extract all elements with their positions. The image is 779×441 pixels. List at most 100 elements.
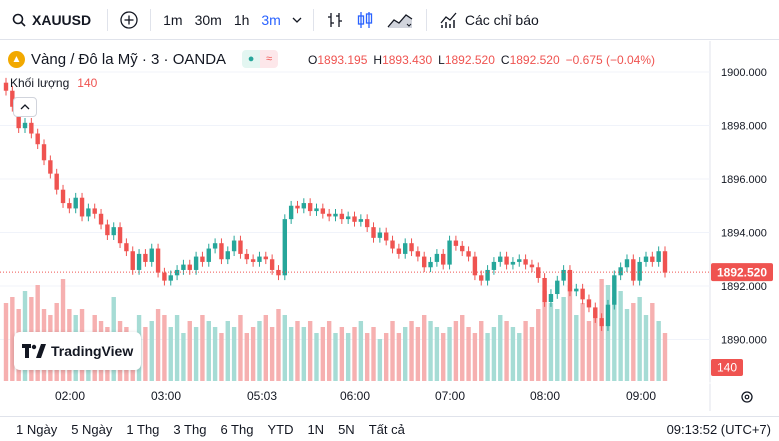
candle-body: [263, 256, 268, 260]
interval-1m-button[interactable]: 1m: [163, 11, 183, 28]
candle-body: [624, 259, 630, 268]
candle-body: [320, 208, 326, 214]
indicators-button[interactable]: Các chỉ báo: [433, 0, 545, 39]
volume-bar: [193, 327, 199, 381]
market-status-badge[interactable]: ● ≈: [242, 50, 279, 68]
tradingview-logo-icon: [22, 344, 46, 358]
candle-body: [612, 275, 617, 305]
area-chart-icon: [387, 13, 413, 28]
chevron-up-icon: [20, 104, 30, 110]
volume-bar: [460, 315, 465, 381]
candle-body: [168, 275, 173, 281]
candle-body: [117, 227, 123, 244]
volume-bar: [650, 303, 655, 381]
candle-body: [48, 160, 53, 174]
candle-body: [466, 251, 471, 257]
tradingview-logo-text: TradingView: [51, 343, 134, 359]
collapse-legend-button[interactable]: [13, 97, 37, 117]
candle-body: [92, 208, 97, 214]
candle-body: [593, 307, 598, 319]
candle-body: [339, 213, 345, 220]
time-tick-label: 07:00: [435, 389, 465, 403]
volume-bar: [656, 321, 661, 381]
tradingview-logo[interactable]: TradingView: [14, 332, 141, 370]
open-value: O1893.195: [308, 53, 368, 67]
volume-bar: [200, 315, 205, 381]
candle-body: [130, 251, 135, 270]
market-open-icon: ●: [242, 50, 261, 68]
range-ytd-button[interactable]: YTD: [267, 421, 294, 437]
volume-bar: [491, 327, 497, 381]
volume-bar: [60, 279, 66, 381]
last-price-line: 1892.520 140: [0, 263, 773, 376]
high-value: H1893.430: [373, 53, 433, 67]
interval-1h-button[interactable]: 1h: [233, 11, 250, 28]
time-tick-label: 08:00: [530, 389, 560, 403]
volume-bar: [548, 303, 554, 381]
time-tick-label: 05:03: [247, 389, 277, 403]
volume-bar: [238, 315, 243, 381]
candle-body: [364, 219, 370, 228]
bar-chart-button[interactable]: [320, 0, 350, 39]
toolbar-divider: [425, 8, 427, 31]
interval-30m-button[interactable]: 30m: [194, 11, 222, 28]
candle-body: [517, 259, 522, 262]
volume-bar: [383, 333, 389, 381]
candle-body: [288, 205, 294, 220]
time-axis: 02:00 03:00 05:03 06:00 07:00 08:00 09:00: [55, 389, 753, 403]
volume-bar: [536, 309, 541, 381]
candle-body: [447, 240, 452, 265]
candle-chart-icon: [357, 11, 372, 28]
range-1m-button[interactable]: 1 Thg: [126, 421, 160, 437]
volume-bar: [453, 321, 459, 381]
range-1d-button[interactable]: 1 Ngày: [16, 421, 58, 437]
candle-body: [193, 256, 199, 270]
candle-chart-button[interactable]: [350, 0, 380, 39]
volume-bar: [555, 309, 560, 381]
range-3m-button[interactable]: 3 Thg: [173, 421, 207, 437]
volume-tag: [711, 359, 743, 376]
candle-body: [542, 277, 547, 303]
volume-bar: [637, 297, 642, 381]
symbol-search[interactable]: XAUUSD: [0, 0, 101, 39]
volume-bar: [631, 303, 636, 381]
range-1y-button[interactable]: 1N: [307, 421, 325, 437]
candle-body: [599, 318, 604, 327]
candle-body: [498, 256, 503, 262]
interval-3m-button[interactable]: 3m: [261, 11, 281, 28]
volume-bar: [403, 327, 408, 381]
range-5y-button[interactable]: 5N: [338, 421, 355, 437]
indicators-label: Các chỉ báo: [464, 11, 539, 28]
candle-body: [409, 243, 414, 252]
candle-body: [162, 272, 167, 281]
add-symbol-button[interactable]: [114, 0, 144, 39]
volume-bar: [250, 327, 256, 381]
volume-bar: [314, 333, 319, 381]
price-tick-label: 1896.000: [721, 174, 767, 186]
candle-body: [643, 256, 649, 262]
candle-body: [231, 240, 237, 252]
interval-dropdown-button[interactable]: [287, 0, 307, 39]
candle-body: [79, 197, 85, 217]
range-all-button[interactable]: Tất cả: [368, 421, 405, 437]
time-tick-label: 03:00: [151, 389, 181, 403]
candle-body: [149, 248, 154, 262]
area-chart-button[interactable]: [380, 0, 420, 39]
candle-body: [250, 259, 256, 262]
volume-bar: [396, 333, 402, 381]
volume-bar: [510, 327, 516, 381]
range-5d-button[interactable]: 5 Ngày: [71, 421, 113, 437]
gear-hub: [744, 394, 750, 400]
volume-bar: [466, 327, 471, 381]
candle-body: [548, 294, 554, 303]
gear-icon: [741, 391, 753, 403]
price-tick-label: 1892.000: [721, 281, 767, 293]
candle-body: [428, 261, 433, 268]
candle-body: [136, 253, 142, 270]
volume-bar: [498, 315, 503, 381]
candle-body: [174, 269, 180, 276]
volume-bar: [206, 321, 211, 381]
candle-body: [345, 216, 351, 220]
clock-timezone[interactable]: 09:13:52 (UTC+7): [666, 421, 771, 437]
range-6m-button[interactable]: 6 Thg: [220, 421, 254, 437]
